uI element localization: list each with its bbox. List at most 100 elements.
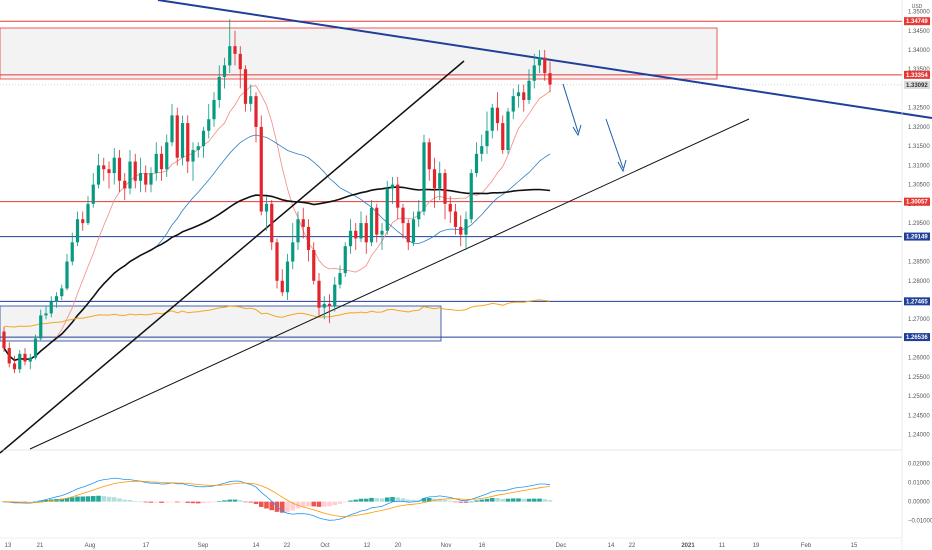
candle-body <box>212 100 216 120</box>
macd-histogram-bar <box>106 496 112 502</box>
candle-body <box>259 126 263 212</box>
macd-histogram-bar <box>96 495 101 502</box>
price-tick-label: 1.30500 <box>908 183 930 189</box>
candle-body <box>107 169 111 174</box>
candle-body <box>459 226 463 235</box>
time-axis: 13 21 Aug 17 Sep 14 22 Oct 12 20 Nov 16 Dec 14 22 2021 1… <box>5 543 858 549</box>
macd-histogram-bar <box>311 501 317 507</box>
macd-histogram-bar <box>369 497 374 502</box>
price-level-tag-text: 1.34749 <box>906 19 928 25</box>
macd-histogram-bar <box>201 501 206 504</box>
candle-body <box>448 203 452 212</box>
macd-histogram-bar <box>43 499 49 502</box>
macd-histogram-bar <box>264 501 269 509</box>
candle-body <box>49 301 53 314</box>
time-tick-label: 12 <box>364 543 371 549</box>
price-tick-label: 1.32500 <box>908 106 930 112</box>
time-tick-label: 21 <box>37 543 44 549</box>
macd-histogram-bar <box>416 499 422 502</box>
candle-body <box>96 165 101 185</box>
ascending-trend-line <box>29 118 750 450</box>
macd-histogram-bar <box>479 499 485 502</box>
macd-histogram-bar <box>127 500 133 502</box>
time-tick-label: 13 <box>5 543 12 549</box>
projection-arrow-1 <box>562 83 579 133</box>
candle-body <box>464 219 468 235</box>
price-level-tag-text: 1.29149 <box>906 235 928 241</box>
candle-body <box>485 130 489 147</box>
macd-histogram-bar <box>500 498 506 502</box>
macd-histogram-bar <box>537 498 542 502</box>
candle-body <box>296 219 300 243</box>
candle-body <box>359 223 363 239</box>
macd-histogram-bar <box>33 501 38 503</box>
macd-histogram-bar <box>426 498 432 502</box>
macd-histogram-bar <box>458 501 464 503</box>
time-tick-label: 11 <box>719 543 726 549</box>
candle-body <box>270 203 274 243</box>
macd-histogram-bar <box>143 501 149 503</box>
time-tick-label: 19 <box>753 543 760 549</box>
price-level-tag-text: 1.30057 <box>906 200 928 206</box>
candle-body <box>33 338 38 358</box>
candle-body <box>128 161 132 189</box>
candle-body <box>495 107 500 124</box>
macd-histogram-bar <box>316 501 322 507</box>
time-tick-label: Feb <box>801 543 812 549</box>
current-price-tag <box>904 80 930 89</box>
candle-body <box>170 115 174 143</box>
macd-histogram-bar <box>138 501 143 503</box>
slow-moving-average <box>3 186 551 362</box>
candle-body <box>154 153 158 174</box>
candle-body <box>7 348 11 364</box>
macd-histogram-bar <box>122 499 128 502</box>
price-level-tag-text: 1.33354 <box>906 73 928 79</box>
candles <box>2 19 552 374</box>
macd-histogram-bar <box>269 501 275 511</box>
candle-body <box>312 250 316 281</box>
candle-body <box>469 173 473 220</box>
candle-body <box>233 46 237 54</box>
candle-body <box>333 284 337 306</box>
time-tick-label: Aug <box>85 543 96 549</box>
macd-histogram-bar <box>90 496 96 502</box>
macd-histogram-bar <box>159 501 164 503</box>
candle-body <box>28 357 32 362</box>
time-tick-label: 15 <box>851 543 858 549</box>
candle-body <box>243 69 248 104</box>
macd-histogram-bar <box>206 501 212 503</box>
macd-histogram-bar <box>306 501 311 507</box>
time-tick-label: 17 <box>143 543 150 549</box>
candle-body <box>364 223 368 243</box>
candle-body <box>285 261 290 293</box>
moving-averages <box>3 85 551 362</box>
macd-line <box>3 477 551 521</box>
candle-body <box>222 65 227 77</box>
macd-histogram-bar <box>258 501 264 507</box>
candle-body <box>12 363 17 370</box>
time-tick-label: Sep <box>198 543 209 549</box>
candle-body <box>165 142 169 170</box>
macd-histogram-bar <box>216 501 222 502</box>
candle-body <box>348 230 353 247</box>
candle-body <box>532 65 536 81</box>
macd-histogram-bar <box>505 498 511 502</box>
candle-body <box>443 173 447 204</box>
macd-histogram-bar <box>358 498 364 502</box>
candle-body <box>406 223 410 243</box>
time-tick-label: Dec <box>556 543 567 549</box>
price-level-tag <box>904 297 930 306</box>
macd-histogram-bar <box>337 501 343 504</box>
candle-body <box>117 157 122 181</box>
price-level-tag <box>904 17 930 26</box>
macd-histogram-bar <box>300 501 306 507</box>
macd-histogram-bar <box>101 496 107 502</box>
macd-histogram-bar <box>64 498 70 502</box>
price-tick-label: 1.28000 <box>908 279 930 285</box>
candle-body <box>44 313 48 316</box>
candle-body <box>380 230 384 235</box>
macd-histogram-bar <box>379 498 385 502</box>
candle-body <box>396 184 400 208</box>
macd-histogram-bar <box>222 500 227 502</box>
candle-body <box>390 184 395 189</box>
